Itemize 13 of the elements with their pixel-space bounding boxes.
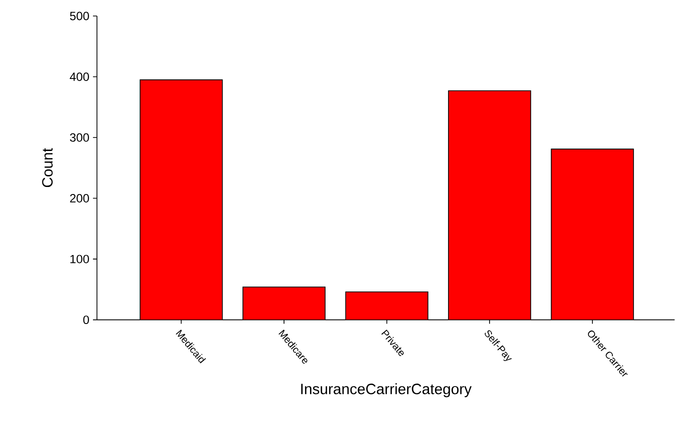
- y-tick-label: 500: [70, 12, 89, 20]
- bar: [346, 292, 428, 320]
- bar: [242, 287, 326, 320]
- bar: [448, 90, 531, 320]
- y-tick-label: 200: [70, 194, 89, 203]
- x-axis-title: InsuranceCarrierCategory: [301, 383, 472, 398]
- y-tick-label: 100: [70, 254, 89, 264]
- y-tick-label: 0: [83, 316, 89, 324]
- bar: [140, 80, 222, 320]
- bar: [550, 148, 634, 320]
- y-axis-title: Count: [42, 148, 53, 188]
- y-tick-label: 300: [70, 133, 89, 142]
- y-tick-label: 400: [70, 72, 89, 82]
